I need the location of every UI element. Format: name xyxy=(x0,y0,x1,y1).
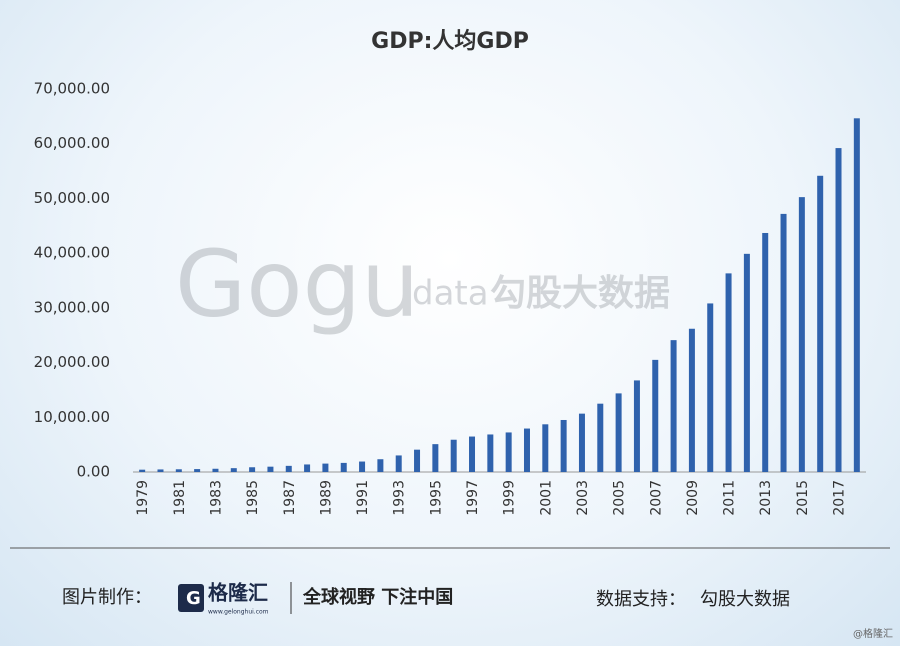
footer-label: 图片制作： xyxy=(62,587,152,608)
y-tick-label: 20,000.00 xyxy=(34,353,110,371)
bar xyxy=(762,232,769,472)
bar xyxy=(487,434,494,472)
x-tick-label: 1991 xyxy=(355,480,371,516)
watermark-data: data xyxy=(412,274,489,314)
bar xyxy=(633,380,640,472)
bar xyxy=(194,469,201,472)
x-tick-label: 2017 xyxy=(832,480,848,516)
bar xyxy=(230,468,237,472)
x-tick-label: 1999 xyxy=(502,480,518,516)
y-tick-label: 50,000.00 xyxy=(34,189,110,207)
slogan: 全球视野 下注中国 xyxy=(302,586,453,608)
logo-icon xyxy=(178,584,204,612)
x-tick-label: 1987 xyxy=(282,480,298,516)
x-tick-label: 1989 xyxy=(318,480,334,516)
y-tick-label: 60,000.00 xyxy=(34,134,110,152)
x-tick-label: 2011 xyxy=(722,480,738,516)
bar xyxy=(359,461,366,472)
x-tick-label: 2001 xyxy=(538,480,554,516)
x-tick-label: 1997 xyxy=(465,480,481,516)
x-tick-label: 2015 xyxy=(795,480,811,516)
bar xyxy=(780,213,787,472)
bar xyxy=(139,469,146,472)
bar xyxy=(212,468,219,472)
x-tick-label: 2003 xyxy=(575,480,591,516)
x-tick-label: 1983 xyxy=(208,480,224,516)
x-tick-label: 1979 xyxy=(135,480,151,516)
x-tick-label: 2009 xyxy=(685,480,701,516)
bar xyxy=(469,436,476,472)
corner-watermark: @格隆汇 xyxy=(853,627,893,640)
bar xyxy=(615,393,622,472)
bar xyxy=(414,449,421,472)
bar xyxy=(560,419,567,472)
bar xyxy=(523,428,530,472)
bar xyxy=(377,459,384,472)
x-tick-label: 1995 xyxy=(428,480,444,516)
bar xyxy=(267,466,274,472)
x-tick-label: 2013 xyxy=(758,480,774,516)
bar xyxy=(743,253,750,472)
bar xyxy=(707,303,714,472)
bar xyxy=(688,328,695,472)
x-tick-label: 2007 xyxy=(648,480,664,516)
bar xyxy=(175,469,182,472)
bar xyxy=(395,455,402,472)
bar xyxy=(853,118,860,473)
bar xyxy=(304,464,311,472)
source-label: 数据支持： xyxy=(596,589,686,610)
logo-letter: G xyxy=(186,588,201,609)
bar xyxy=(542,424,549,472)
bar xyxy=(597,403,604,472)
y-tick-label: 40,000.00 xyxy=(34,244,110,262)
watermark: Gogu data 勾股大数据 xyxy=(175,230,670,337)
y-tick-label: 10,000.00 xyxy=(34,408,110,426)
y-tick-label: 0.00 xyxy=(77,463,110,481)
bar xyxy=(652,359,659,472)
bar xyxy=(340,462,347,472)
bar xyxy=(505,432,512,472)
bar xyxy=(450,439,457,472)
x-tick-label: 1993 xyxy=(392,480,408,516)
plot: 0.00 10,000.00 20,000.00 30,000.00 40,000.00… xyxy=(34,80,866,516)
bar xyxy=(322,463,329,472)
source-name: 勾股大数据 xyxy=(700,589,790,610)
watermark-logo: Gogu xyxy=(175,230,419,337)
x-tick-label: 1985 xyxy=(245,480,261,516)
bar xyxy=(725,273,732,472)
logo-url: www.gelonghui.com xyxy=(208,609,269,616)
bar xyxy=(835,148,842,473)
chart-title: GDP:人均GDP xyxy=(371,28,529,54)
bar xyxy=(798,197,805,472)
bar xyxy=(817,175,824,472)
watermark-cn: 勾股大数据 xyxy=(490,273,670,314)
bar xyxy=(670,340,677,472)
y-tick-label: 30,000.00 xyxy=(34,298,110,316)
logo-name: 格隆汇 xyxy=(208,581,268,605)
bar xyxy=(285,465,292,472)
x-tick-label: 1981 xyxy=(172,480,188,516)
bar xyxy=(432,444,439,472)
bar xyxy=(578,413,585,472)
bar xyxy=(249,467,256,472)
bar xyxy=(157,469,164,472)
y-tick-label: 70,000.00 xyxy=(34,80,110,98)
x-tick-label: 2005 xyxy=(612,480,628,516)
